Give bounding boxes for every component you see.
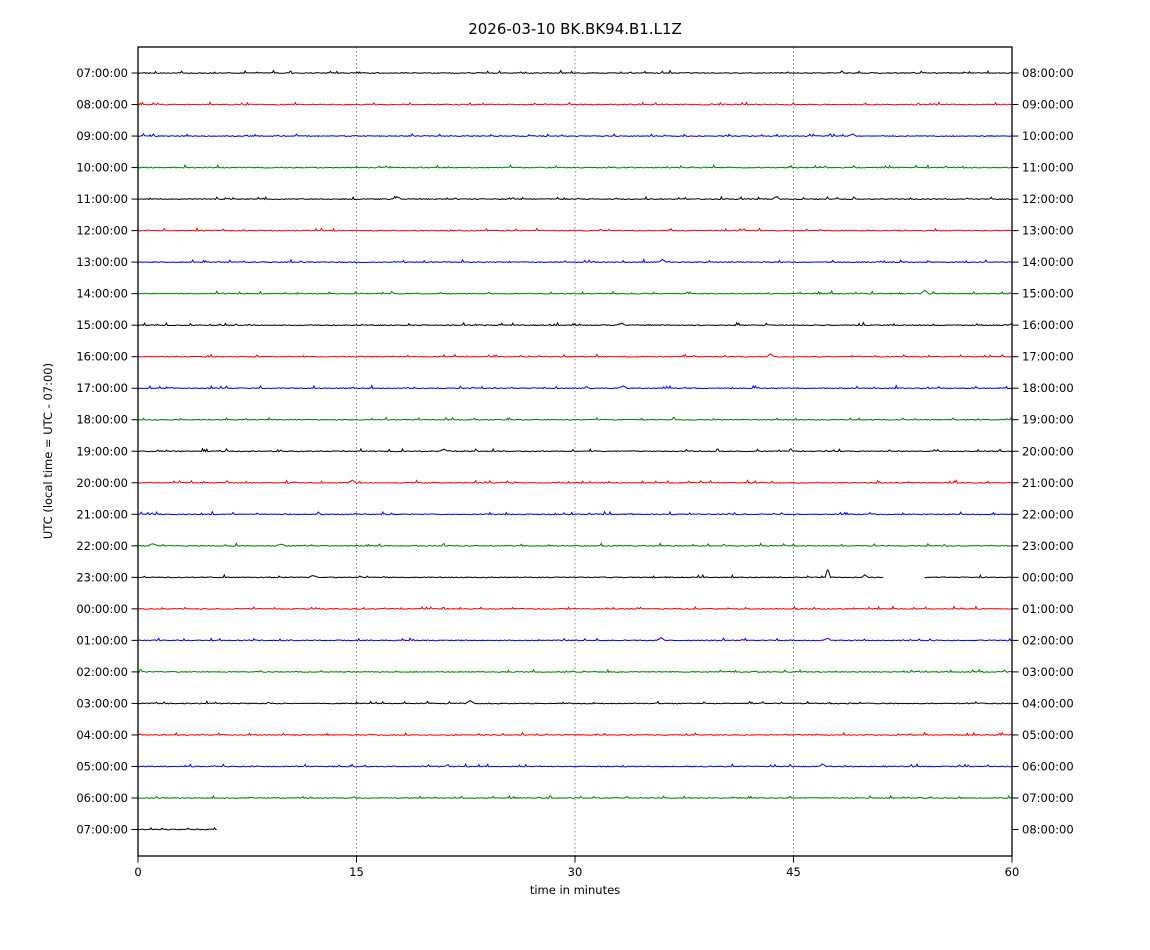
y-tick-label-left: 10:00:00: [76, 161, 128, 175]
y-tick-label-right: 04:00:00: [1022, 696, 1074, 710]
y-tick-label-right: 00:00:00: [1022, 570, 1074, 584]
trace-row-20: [137, 668, 1013, 674]
trace-row-12: [137, 416, 1013, 421]
trace-row-10: [137, 353, 1013, 358]
trace-row-25: [137, 826, 217, 831]
y-tick-label-right: 06:00:00: [1022, 759, 1074, 773]
y-tick-label-right: 11:00:00: [1022, 161, 1074, 175]
y-tick-label-left: 02:00:00: [76, 665, 128, 679]
trace-row-14: [137, 479, 1013, 484]
trace-row-9: [137, 321, 1013, 327]
trace-row-23: [137, 762, 1013, 768]
y-tick-label-right: 21:00:00: [1022, 476, 1074, 490]
y-tick-label-right: 17:00:00: [1022, 350, 1074, 364]
y-tick-label-left: 03:00:00: [76, 696, 128, 710]
y-tick-label-left: 09:00:00: [76, 129, 128, 143]
trace-row-2: [137, 101, 1013, 106]
y-tick-label-right: 13:00:00: [1022, 224, 1074, 238]
x-axis-label: time in minutes: [529, 883, 621, 897]
y-tick-label-right: 12:00:00: [1022, 192, 1074, 206]
y-tick-label-right: 15:00:00: [1022, 287, 1074, 301]
y-tick-label-left: 19:00:00: [76, 444, 128, 458]
chart-title: 2026-03-10 BK.BK94.B1.L1Z: [468, 20, 682, 38]
y-tick-label-right: 01:00:00: [1022, 602, 1074, 616]
y-tick-label-left: 13:00:00: [76, 255, 128, 269]
x-tick-label: 30: [568, 865, 583, 879]
y-tick-label-left: 04:00:00: [76, 728, 128, 742]
trace-row-22: [137, 731, 1013, 737]
trace-row-13: [137, 447, 1013, 453]
y-tick-label-right: 23:00:00: [1022, 539, 1074, 553]
y-tick-label-left: 08:00:00: [76, 98, 128, 112]
y-tick-label-left: 12:00:00: [76, 224, 128, 238]
trace-row-8: [137, 289, 1013, 296]
trace-row-11: [137, 384, 1013, 390]
y-tick-label-left: 17:00:00: [76, 381, 128, 395]
y-tick-label-right: 19:00:00: [1022, 413, 1074, 427]
y-tick-label-right: 20:00:00: [1022, 444, 1074, 458]
y-tick-label-right: 07:00:00: [1022, 791, 1074, 805]
trace-row-7: [137, 258, 1013, 264]
trace-row-17: [137, 569, 884, 579]
y-tick-label-left: 05:00:00: [76, 759, 128, 773]
trace-row-21: [137, 700, 1013, 705]
y-tick-label-left: 21:00:00: [76, 507, 128, 521]
y-tick-label-right: 05:00:00: [1022, 728, 1074, 742]
trace-row-3: [137, 132, 1013, 138]
y-tick-label-right: 10:00:00: [1022, 129, 1074, 143]
y-tick-label-left: 23:00:00: [76, 570, 128, 584]
y-tick-label-left: 20:00:00: [76, 476, 128, 490]
y-tick-label-left: 15:00:00: [76, 318, 128, 332]
y-tick-label-right: 14:00:00: [1022, 255, 1074, 269]
y-tick-label-left: 07:00:00: [76, 66, 128, 80]
y-tick-label-right: 16:00:00: [1022, 318, 1074, 332]
y-tick-label-left: 18:00:00: [76, 413, 128, 427]
y-tick-label-left: 16:00:00: [76, 350, 128, 364]
y-tick-label-right: 02:00:00: [1022, 633, 1074, 647]
trace-row-17: [924, 574, 1013, 579]
y-tick-label-left: 01:00:00: [76, 633, 128, 647]
trace-row-24: [137, 794, 1013, 800]
trace-row-6: [137, 226, 1013, 232]
y-tick-label-left: 14:00:00: [76, 287, 128, 301]
y-tick-label-right: 22:00:00: [1022, 507, 1074, 521]
y-tick-label-left: 06:00:00: [76, 791, 128, 805]
y-tick-label-right: 08:00:00: [1022, 66, 1074, 80]
trace-row-5: [137, 195, 1013, 201]
y-tick-label-right: 08:00:00: [1022, 823, 1074, 837]
y-tick-label-left: 22:00:00: [76, 539, 128, 553]
trace-row-15: [137, 510, 1013, 516]
y-tick-label-right: 09:00:00: [1022, 98, 1074, 112]
x-tick-label: 15: [349, 865, 364, 879]
x-tick-label: 45: [786, 865, 801, 879]
y-tick-label-left: 11:00:00: [76, 192, 128, 206]
y-tick-label-left: 07:00:00: [76, 823, 128, 837]
y-tick-label-right: 18:00:00: [1022, 381, 1074, 395]
x-tick-label: 60: [1005, 865, 1020, 879]
trace-row-18: [137, 605, 1013, 611]
trace-row-16: [137, 542, 1013, 547]
y-tick-label-right: 03:00:00: [1022, 665, 1074, 679]
trace-row-19: [137, 637, 1013, 642]
x-tick-label: 0: [134, 865, 141, 879]
y-tick-label-left: 00:00:00: [76, 602, 128, 616]
trace-row-4: [137, 163, 1013, 169]
trace-row-1: [137, 69, 1013, 75]
